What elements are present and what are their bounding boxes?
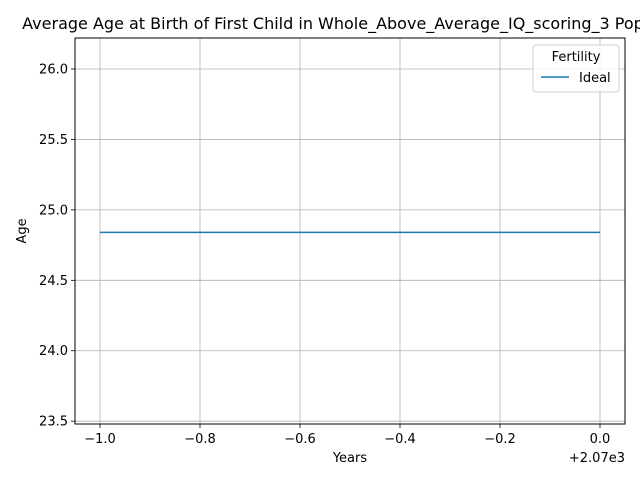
legend: Fertility Ideal <box>532 44 620 93</box>
y-axis-label: Age <box>15 218 30 243</box>
x-tick-label: −1.0 <box>84 432 116 447</box>
y-tick-label: 23.5 <box>39 415 68 430</box>
y-tick-label: 26.0 <box>39 62 68 77</box>
x-tick-label: 0.0 <box>590 432 611 447</box>
y-tick-label: 25.0 <box>39 203 68 218</box>
y-tick-label: 24.0 <box>39 344 68 359</box>
grid-lines <box>75 38 625 424</box>
y-axis-offset-label: +2.07e3 <box>569 451 625 466</box>
y-tick-label: 24.5 <box>39 274 68 289</box>
legend-label-ideal: Ideal <box>579 71 611 86</box>
legend-box <box>532 44 620 93</box>
chart-title: Average Age at Birth of First Child in W… <box>22 14 640 34</box>
plot-frame <box>74 37 626 425</box>
x-tick-label: −0.4 <box>384 432 416 447</box>
x-tick-label: −0.6 <box>284 432 316 447</box>
y-axis-ticks: 23.5 24.0 24.5 25.0 25.5 26.0 <box>39 62 75 430</box>
x-axis-label: Years <box>332 451 368 466</box>
legend-title: Fertility <box>552 50 601 65</box>
x-axis-ticks: −1.0 −0.8 −0.6 −0.4 −0.2 0.0 <box>84 424 610 447</box>
x-tick-label: −0.2 <box>484 432 516 447</box>
y-tick-label: 25.5 <box>39 133 68 148</box>
x-tick-label: −0.8 <box>184 432 216 447</box>
